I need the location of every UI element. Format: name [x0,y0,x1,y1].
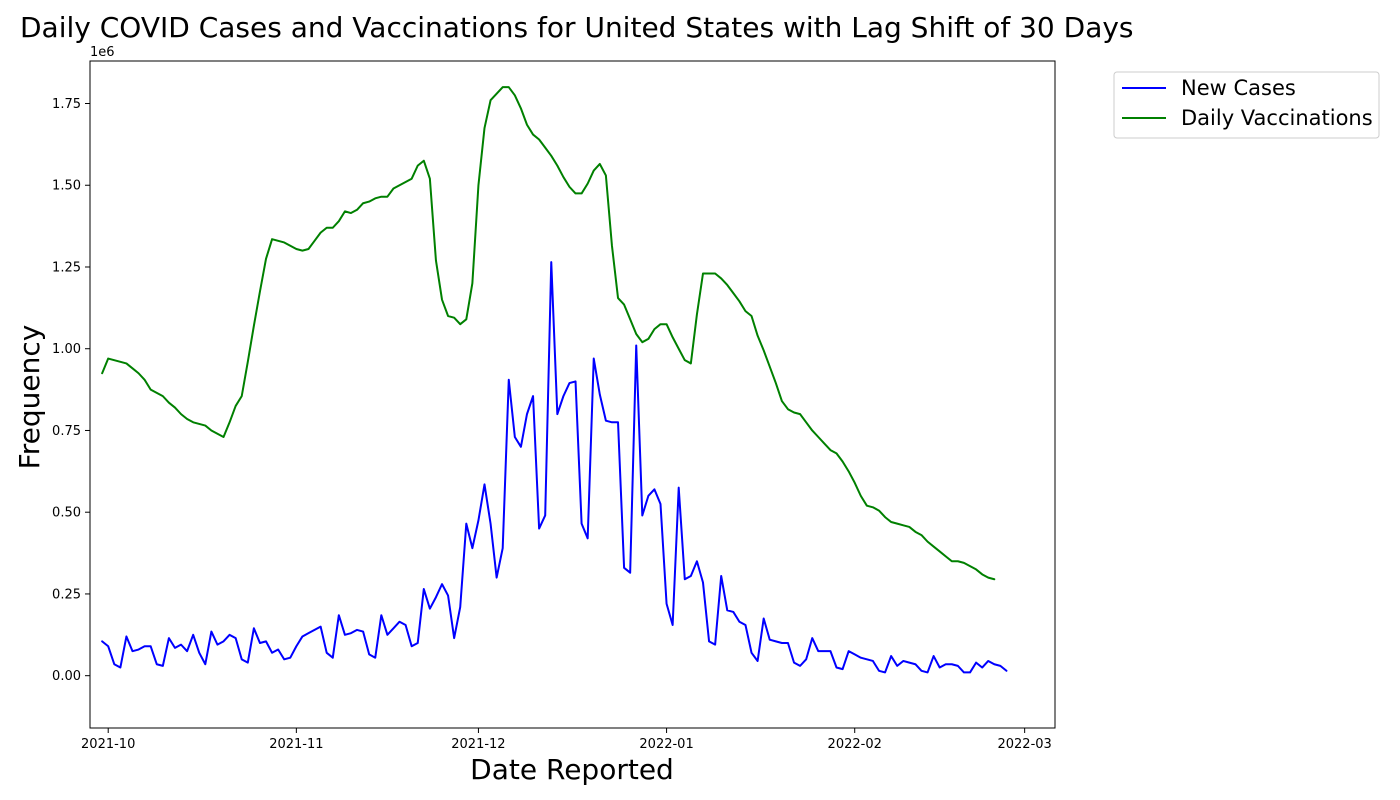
y-tick-label: 0.75 [52,424,81,439]
x-tick-label: 2022-03 [997,737,1051,752]
x-tick-label: 2021-10 [81,737,135,752]
x-axis-ticks: 2021-10 2021-11 2021-12 2022-01 2022-02 2022-… [81,728,1052,752]
y-tick-label: 1.75 [52,97,81,112]
legend: New Cases Daily Vaccinations [1113,71,1380,139]
x-tick-label: 2021-12 [451,737,505,752]
y-axis-label: Frequency [13,325,46,470]
y-tick-label: 0.00 [52,669,81,684]
y-tick-label: 1.50 [52,179,81,194]
y-tick-label: 1.25 [52,260,81,275]
chart-title: Daily COVID Cases and Vaccinations for U… [20,11,1134,44]
plot-frame [89,60,1056,729]
y-tick-label: 0.50 [52,506,81,521]
legend-label-new-cases: New Cases [1181,76,1296,100]
legend-box [1113,71,1380,139]
series-line-new-cases [101,261,1008,674]
series-layer [101,86,1008,674]
x-tick-label: 2022-01 [639,737,693,752]
y-tick-label: 0.25 [52,587,81,602]
y-tick-label: 1.00 [52,342,81,357]
x-axis-label: Date Reported [470,753,674,786]
x-tick-label: 2022-02 [828,737,882,752]
legend-label-daily-vaccinations: Daily Vaccinations [1181,106,1373,130]
series-line-daily-vaccinations [101,86,996,581]
y-axis-offset-label: 1e6 [90,45,115,60]
y-axis-ticks: 0.00 0.25 0.50 0.75 1.00 1.25 1.50 1.75 [52,97,90,684]
x-tick-label: 2021-11 [269,737,323,752]
